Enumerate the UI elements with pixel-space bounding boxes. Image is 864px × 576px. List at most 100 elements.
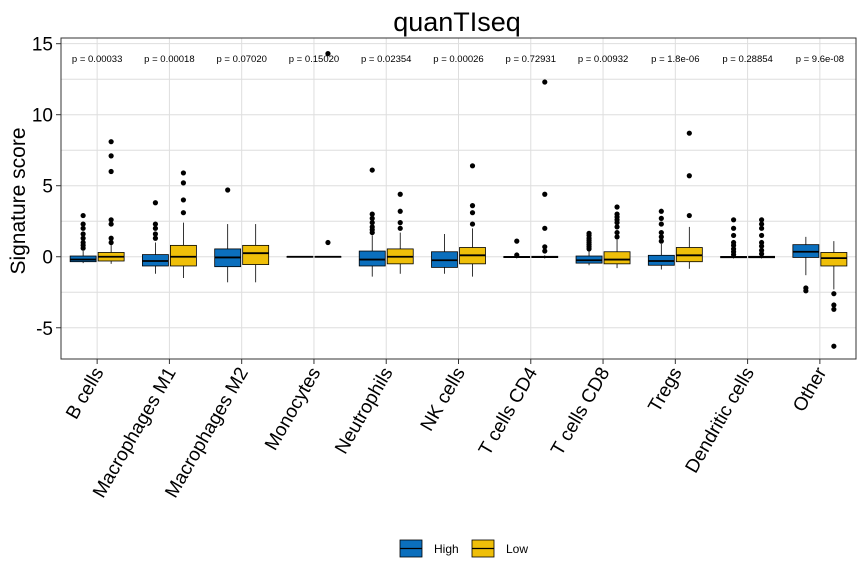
outlier-point [397,208,403,214]
box-high-monocytes [286,255,314,258]
outlier-point [542,248,548,254]
outlier-point [831,306,837,312]
x-tick-label: Neutrophils [331,364,397,458]
outlier-point [152,231,159,237]
outlier-point [730,239,737,246]
outlier-point [152,235,159,241]
outlier-point [758,225,765,231]
outlier-point [369,167,375,173]
box-body [820,252,848,267]
y-tick-label: -5 [36,319,53,340]
box-low-tregs [675,130,703,269]
outlier-point [108,153,114,159]
y-tick-label: 15 [32,35,53,56]
outlier-point [658,229,664,236]
box-low-neutrophils [386,191,414,274]
chart-title: quanTIseq [393,7,521,37]
box-low-macrophages-m2 [242,224,270,283]
x-tick-label: B cells [62,364,108,423]
outlier-point [108,235,114,241]
outlier-point [108,139,114,145]
box-body [358,250,386,267]
outlier-point [542,244,548,250]
x-tick-label: Macrophages M2 [161,364,253,502]
outlier-point [108,168,114,175]
x-tick-label: Other [789,363,831,415]
p-value-label: p = 0.07020 [216,54,266,65]
outlier-point [397,220,403,226]
box-low-b-cells [97,139,125,264]
box-high-t-cells-cd8 [575,230,603,266]
p-value-label: p = 0.00026 [433,54,483,65]
grid-layer [61,38,856,359]
outlier-point [730,232,737,239]
outlier-point [180,180,187,186]
outlier-point [614,229,620,236]
outlier-point [180,210,187,216]
box-body [170,244,197,267]
box-high-b-cells [69,212,97,264]
outlier-point [369,224,375,230]
box-high-neutrophils [358,167,386,277]
outlier-point [152,225,159,231]
outlier-point [758,221,765,227]
p-value-label: p = 0.00018 [144,54,194,65]
outlier-point [80,239,86,246]
box-low-other [820,241,848,349]
box-high-tregs [647,208,675,270]
legend: High Low [399,539,528,558]
p-value-label: p = 0.00033 [72,54,122,65]
p-value-labels: p = 0.00033 p = 0.00018 p = 0.07020 p = 0.1… [72,54,844,65]
outlier-point [80,212,86,219]
outlier-point [803,288,809,294]
outlier-point [586,230,592,236]
outlier-point [758,232,765,239]
outlier-point [831,343,837,349]
box-high-t-cells-cd4 [503,238,531,259]
box-low-dendritic-cells [748,217,775,259]
box-high-nk-cells [431,234,458,274]
p-value-label: p = 0.02354 [361,54,411,65]
box-high-macrophages-m2 [214,187,242,283]
outlier-point [658,238,664,244]
x-tick-label: NK cells [417,364,470,435]
outlier-point [369,220,375,226]
box-low-macrophages-m1 [170,170,197,279]
outlier-point [658,234,664,240]
x-tick-label: T cells CD4 [475,364,542,460]
outlier-point [758,217,765,223]
outlier-point [325,51,331,57]
outlier-point [542,225,548,231]
outlier-point [614,234,620,240]
y-tick-label: 0 [42,248,53,269]
outlier-point [831,291,837,297]
p-value-label: p = 0.00932 [578,54,628,65]
outlier-point [80,221,86,227]
y-axis-label: Signature score [7,127,30,274]
outlier-point [152,200,159,206]
box-low-nk-cells [459,163,486,277]
box-high-other [792,236,820,294]
box-high-dendritic-cells [720,217,747,259]
outlier-point [469,163,476,169]
outlier-point [658,221,664,227]
legend-label: Low [506,542,528,556]
outlier-point [758,239,765,246]
outlier-point [686,130,692,136]
outlier-point [108,221,114,227]
outlier-point [686,212,692,219]
outlier-point [80,231,86,237]
outlier-point [686,173,692,179]
p-value-label: p = 0.28854 [722,54,772,65]
outlier-point [397,191,403,197]
box-low-monocytes [314,51,342,258]
outlier-point [614,204,620,210]
outlier-point [730,217,737,223]
outlier-point [542,79,548,85]
outlier-point [469,221,476,227]
outlier-point [80,225,86,231]
outlier-point [658,208,664,214]
outlier-point [542,191,548,197]
